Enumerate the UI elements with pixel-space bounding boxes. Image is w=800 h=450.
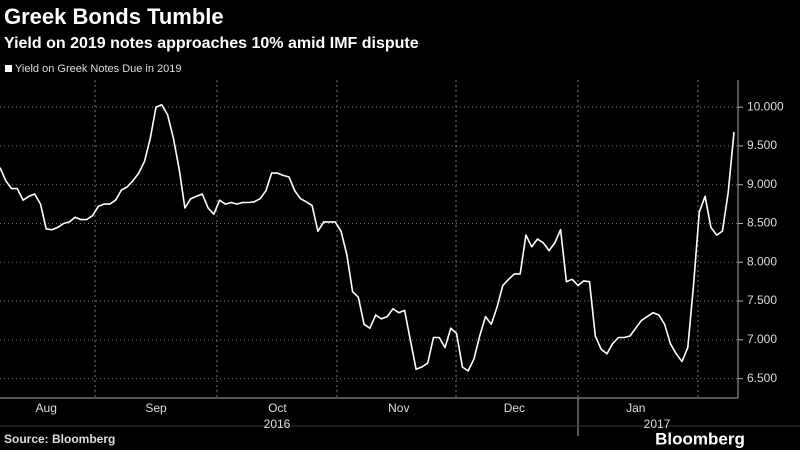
chart-subtitle: Yield on 2019 notes approaches 10% amid … <box>4 35 419 52</box>
year-label: 2016 <box>264 417 291 431</box>
month-separators <box>94 80 699 436</box>
source: Source: Bloomberg <box>4 432 115 446</box>
x-tick-label: Nov <box>388 401 409 415</box>
year-label: 2017 <box>644 417 671 431</box>
x-tick-label: Aug <box>36 401 57 415</box>
legend-label: Yield on Greek Notes Due in 2019 <box>15 63 182 75</box>
y-tick-label: 9.000 <box>747 177 777 191</box>
y-tick-label: 7.500 <box>747 293 777 307</box>
brand: Bloomberg <box>655 429 745 448</box>
y-tick-label: 8.500 <box>747 216 777 230</box>
x-tick-label: Dec <box>504 401 525 415</box>
x-tick-label: Sep <box>145 401 167 415</box>
x-tick-label: Oct <box>268 401 287 415</box>
y-tick-label: 7.000 <box>747 332 777 346</box>
y-tick-label: 9.500 <box>747 138 777 152</box>
legend-swatch <box>5 65 12 72</box>
chart-title: Greek Bonds Tumble <box>4 4 224 29</box>
y-tick-label: 8.000 <box>747 254 777 268</box>
y-tick-label: 6.500 <box>747 371 777 385</box>
x-tick-label: Jan <box>626 401 645 415</box>
y-tick-label: 10.000 <box>747 99 784 113</box>
series-line <box>0 104 735 372</box>
